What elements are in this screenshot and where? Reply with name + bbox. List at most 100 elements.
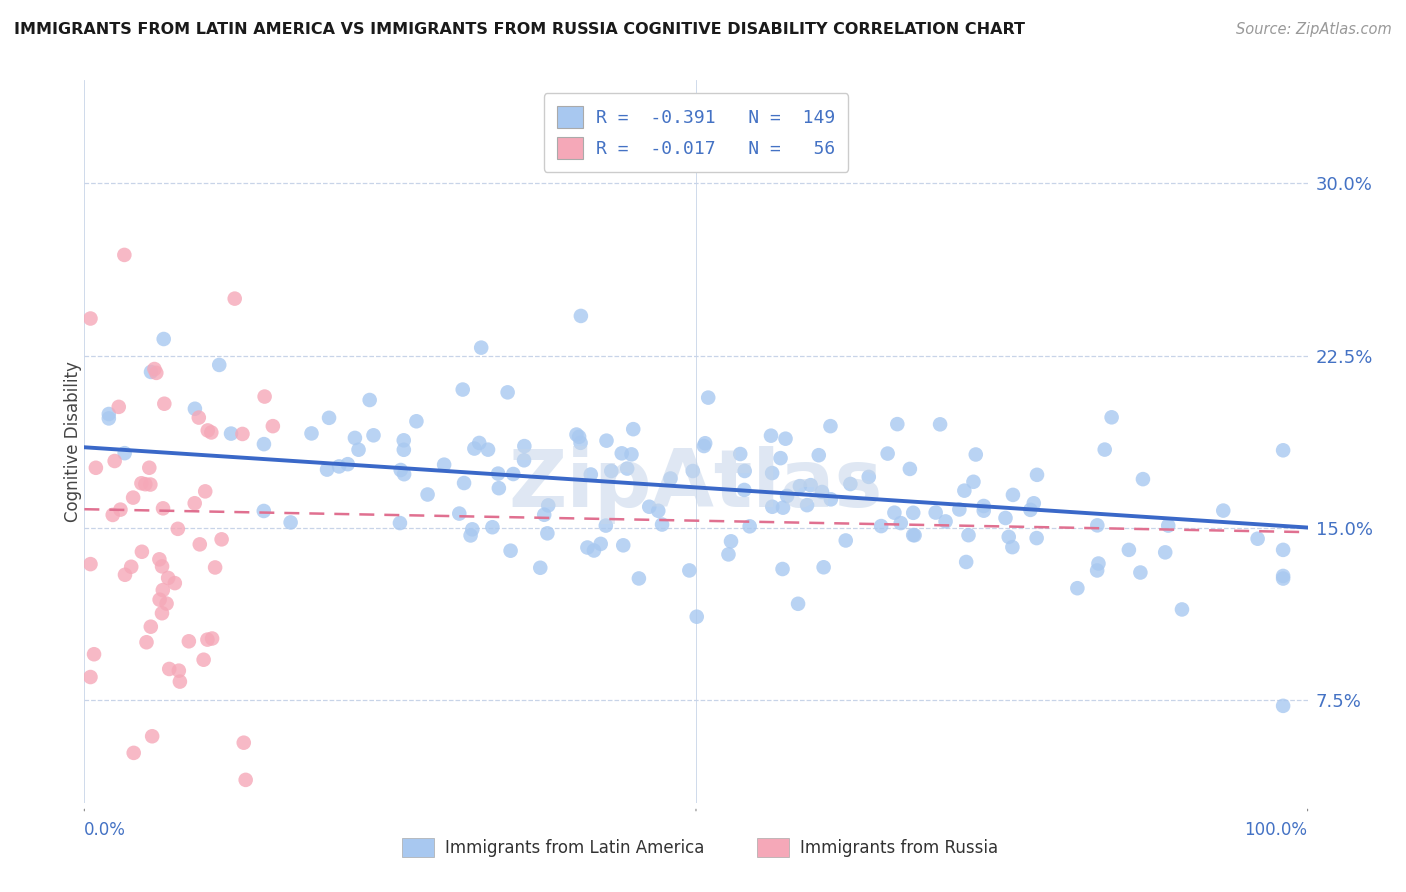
Point bbox=[328, 459, 350, 474]
Point bbox=[83, 647, 105, 661]
Point bbox=[733, 483, 755, 497]
Point bbox=[138, 460, 160, 475]
Point bbox=[416, 487, 439, 501]
Point bbox=[347, 442, 370, 457]
Point bbox=[1026, 467, 1049, 482]
Point bbox=[460, 528, 482, 542]
Point bbox=[150, 559, 173, 574]
Point bbox=[953, 483, 976, 498]
Point bbox=[114, 567, 136, 582]
Point bbox=[134, 477, 156, 491]
Point bbox=[1001, 540, 1024, 554]
Point bbox=[686, 609, 709, 624]
Point bbox=[890, 516, 912, 530]
Point bbox=[359, 392, 381, 407]
Point bbox=[392, 442, 415, 457]
Point bbox=[235, 772, 257, 787]
Point bbox=[1025, 531, 1047, 545]
Point bbox=[152, 583, 174, 598]
Point bbox=[486, 467, 509, 481]
Point bbox=[481, 520, 503, 534]
Point bbox=[1085, 564, 1108, 578]
Point bbox=[488, 481, 510, 495]
Point bbox=[513, 453, 536, 467]
Point bbox=[811, 485, 834, 500]
Point bbox=[957, 528, 980, 542]
Point bbox=[876, 446, 898, 460]
Point bbox=[1212, 503, 1234, 517]
Point bbox=[659, 471, 682, 485]
Point bbox=[84, 460, 107, 475]
Point bbox=[145, 366, 167, 380]
Point bbox=[97, 407, 120, 421]
Point bbox=[616, 461, 638, 475]
Point bbox=[935, 515, 957, 529]
Point bbox=[1118, 542, 1140, 557]
Point bbox=[149, 592, 172, 607]
Point bbox=[496, 385, 519, 400]
Text: ZipAtlas: ZipAtlas bbox=[509, 446, 883, 524]
Point bbox=[363, 428, 385, 442]
Point bbox=[595, 518, 617, 533]
Point bbox=[318, 410, 340, 425]
Point bbox=[1094, 442, 1116, 457]
Point bbox=[772, 562, 794, 576]
Point bbox=[1157, 518, 1180, 533]
Point bbox=[569, 309, 592, 323]
Point bbox=[463, 442, 485, 456]
Point bbox=[1019, 503, 1042, 517]
Point bbox=[1066, 581, 1088, 595]
Point bbox=[231, 426, 253, 441]
Point bbox=[513, 439, 536, 453]
Point bbox=[97, 411, 120, 425]
Point bbox=[110, 502, 132, 516]
Point bbox=[139, 477, 162, 491]
Point bbox=[738, 519, 761, 533]
Text: Immigrants from Latin America: Immigrants from Latin America bbox=[446, 838, 704, 856]
Point bbox=[759, 428, 782, 442]
Point bbox=[468, 436, 491, 450]
Point bbox=[1272, 569, 1295, 583]
Point bbox=[697, 391, 720, 405]
Point bbox=[316, 462, 339, 476]
Point bbox=[813, 560, 835, 574]
Point bbox=[470, 341, 492, 355]
Point bbox=[994, 511, 1017, 525]
Point bbox=[197, 632, 219, 647]
Point bbox=[769, 451, 792, 466]
Point bbox=[579, 467, 602, 482]
Point bbox=[789, 479, 811, 493]
Point bbox=[141, 729, 163, 743]
Point bbox=[728, 447, 751, 461]
Point bbox=[253, 437, 276, 451]
Point bbox=[461, 522, 484, 536]
Point bbox=[301, 426, 323, 441]
Point bbox=[200, 425, 222, 440]
Point bbox=[903, 506, 925, 520]
Point bbox=[886, 417, 908, 431]
Point bbox=[589, 537, 612, 551]
Point bbox=[796, 498, 818, 512]
Point bbox=[1154, 545, 1177, 559]
Point bbox=[695, 436, 717, 450]
Point bbox=[131, 545, 153, 559]
Point bbox=[183, 496, 205, 510]
Point bbox=[612, 538, 634, 552]
Point bbox=[620, 447, 643, 461]
Point bbox=[965, 448, 987, 462]
Point bbox=[122, 746, 145, 760]
Point bbox=[600, 464, 623, 478]
Point bbox=[262, 419, 284, 434]
Point bbox=[107, 400, 129, 414]
Point bbox=[166, 522, 188, 536]
Point bbox=[776, 489, 799, 503]
Point bbox=[139, 365, 162, 379]
Point bbox=[197, 424, 219, 438]
Point bbox=[187, 410, 209, 425]
Point bbox=[903, 528, 925, 542]
Point bbox=[184, 401, 207, 416]
Point bbox=[104, 454, 127, 468]
Point bbox=[139, 620, 162, 634]
Point bbox=[1087, 557, 1109, 571]
Point bbox=[477, 442, 499, 457]
